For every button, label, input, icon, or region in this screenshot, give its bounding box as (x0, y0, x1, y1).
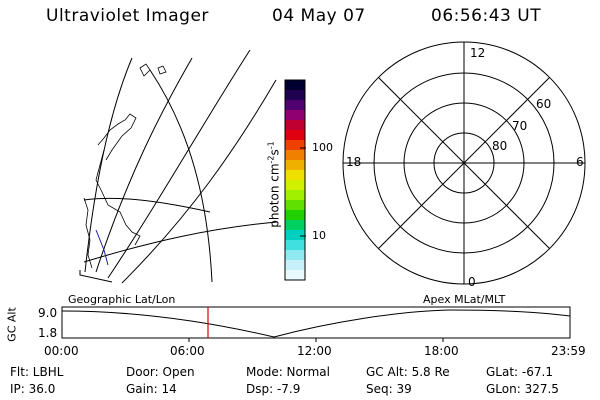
mlt-label-0: 0 (468, 275, 476, 289)
colorbar-segment (285, 210, 305, 221)
info-gain: Gain: 14 (126, 382, 177, 396)
colorbar-segment (285, 200, 305, 211)
observation-date: 04 May 07 (272, 6, 366, 26)
colorbar-tick-100: 100 (312, 141, 333, 154)
polar-diagonal-2 (378, 77, 550, 249)
coastline-2 (97, 113, 137, 161)
mlat-label-80: 80 (492, 139, 508, 153)
colorbar-segment (285, 140, 305, 151)
info-glat: GLat: -67.1 (486, 365, 553, 379)
map-arc-3 (107, 49, 251, 279)
colorbar-segment (285, 160, 305, 171)
observation-time: 06:56:43 UT (431, 6, 542, 26)
map-arc-1 (84, 57, 133, 273)
timeline-ymax: 9.0 (38, 306, 58, 320)
colorbar-segment (285, 260, 305, 271)
mlt-label-12: 12 (470, 46, 486, 60)
geographic-caption: Geographic Lat/Lon (68, 293, 176, 306)
colorbar-label: photon cm-2s-1 (267, 115, 282, 255)
coastline-4 (139, 63, 151, 77)
colorbar-segment (285, 180, 305, 191)
timeline-ymin: 1.8 (38, 326, 58, 340)
colorbar-segment (285, 270, 305, 281)
altitude-curve (61, 309, 571, 338)
colorbar-segment (285, 90, 305, 101)
map-arc-6 (83, 221, 278, 263)
colorbar-unit-exp2: -1 (266, 141, 276, 150)
altitude-timeline (61, 306, 571, 342)
colorbar-segment (285, 230, 305, 241)
info-dsp: Dsp: -7.9 (246, 382, 301, 396)
info-glon: GLon: 327.5 (486, 382, 559, 396)
colorbar-segment (285, 190, 305, 201)
colorbar-segment (285, 80, 305, 91)
map-arc-4 (121, 79, 277, 284)
colorbar-unit-sec: s (267, 149, 282, 156)
colorbar-unit-text: photon cm (267, 163, 282, 228)
polar-caption: Apex MLat/MLT (423, 293, 506, 306)
info-filter: Flt: LBHL (10, 365, 64, 379)
colorbar-segment (285, 250, 305, 261)
colorbar-segment (285, 120, 305, 131)
colorbar-segment (285, 100, 305, 111)
instrument-title: Ultraviolet Imager (46, 6, 209, 26)
info-gc-altitude: GC Alt: 5.8 Re (366, 365, 450, 379)
geographic-map (79, 49, 278, 284)
colorbar-segment (285, 240, 305, 251)
timeline-tick-label-0600: 06:00 (170, 344, 205, 358)
info-sequence: Seq: 39 (366, 382, 412, 396)
map-arc-5 (149, 69, 213, 283)
colorbar-unit-exp1: -2 (266, 155, 276, 164)
coastline-3 (83, 197, 93, 269)
coastline-5 (157, 65, 167, 75)
polar-grid (342, 41, 586, 285)
colorbar-segment (285, 130, 305, 141)
map-arc-2 (95, 57, 193, 273)
mlat-label-70: 70 (512, 119, 528, 133)
mlt-label-18: 18 (346, 155, 362, 169)
timeline-frame (61, 306, 571, 339)
colorbar-segment (285, 110, 305, 121)
colorbar-segment (285, 170, 305, 181)
timeline-tick-label-1800: 18:00 (424, 344, 459, 358)
colorbar-segment (285, 150, 305, 161)
map-frame (79, 270, 113, 283)
timeline-axis-label: GC Alt (5, 307, 19, 342)
colorbar-ticks (300, 147, 306, 237)
info-mode: Mode: Normal (246, 365, 330, 379)
coastline-1 (95, 149, 141, 246)
info-door: Door: Open (126, 365, 195, 379)
timeline-tick-label-0000: 00:00 (44, 344, 79, 358)
mlt-label-6: 6 (576, 155, 584, 169)
mlat-label-60: 60 (536, 97, 552, 111)
timeline-tick-label-1200: 12:00 (297, 344, 332, 358)
info-ip: IP: 36.0 (10, 382, 56, 396)
colorbar-tick-10: 10 (312, 229, 326, 242)
colorbar-scale (284, 79, 306, 281)
colorbar-segment (285, 220, 305, 231)
coastline-6 (95, 229, 109, 266)
colorbar-frame (284, 79, 306, 281)
timeline-tick-label-2359: 23:59 (551, 344, 586, 358)
map-arc-7 (83, 197, 211, 213)
